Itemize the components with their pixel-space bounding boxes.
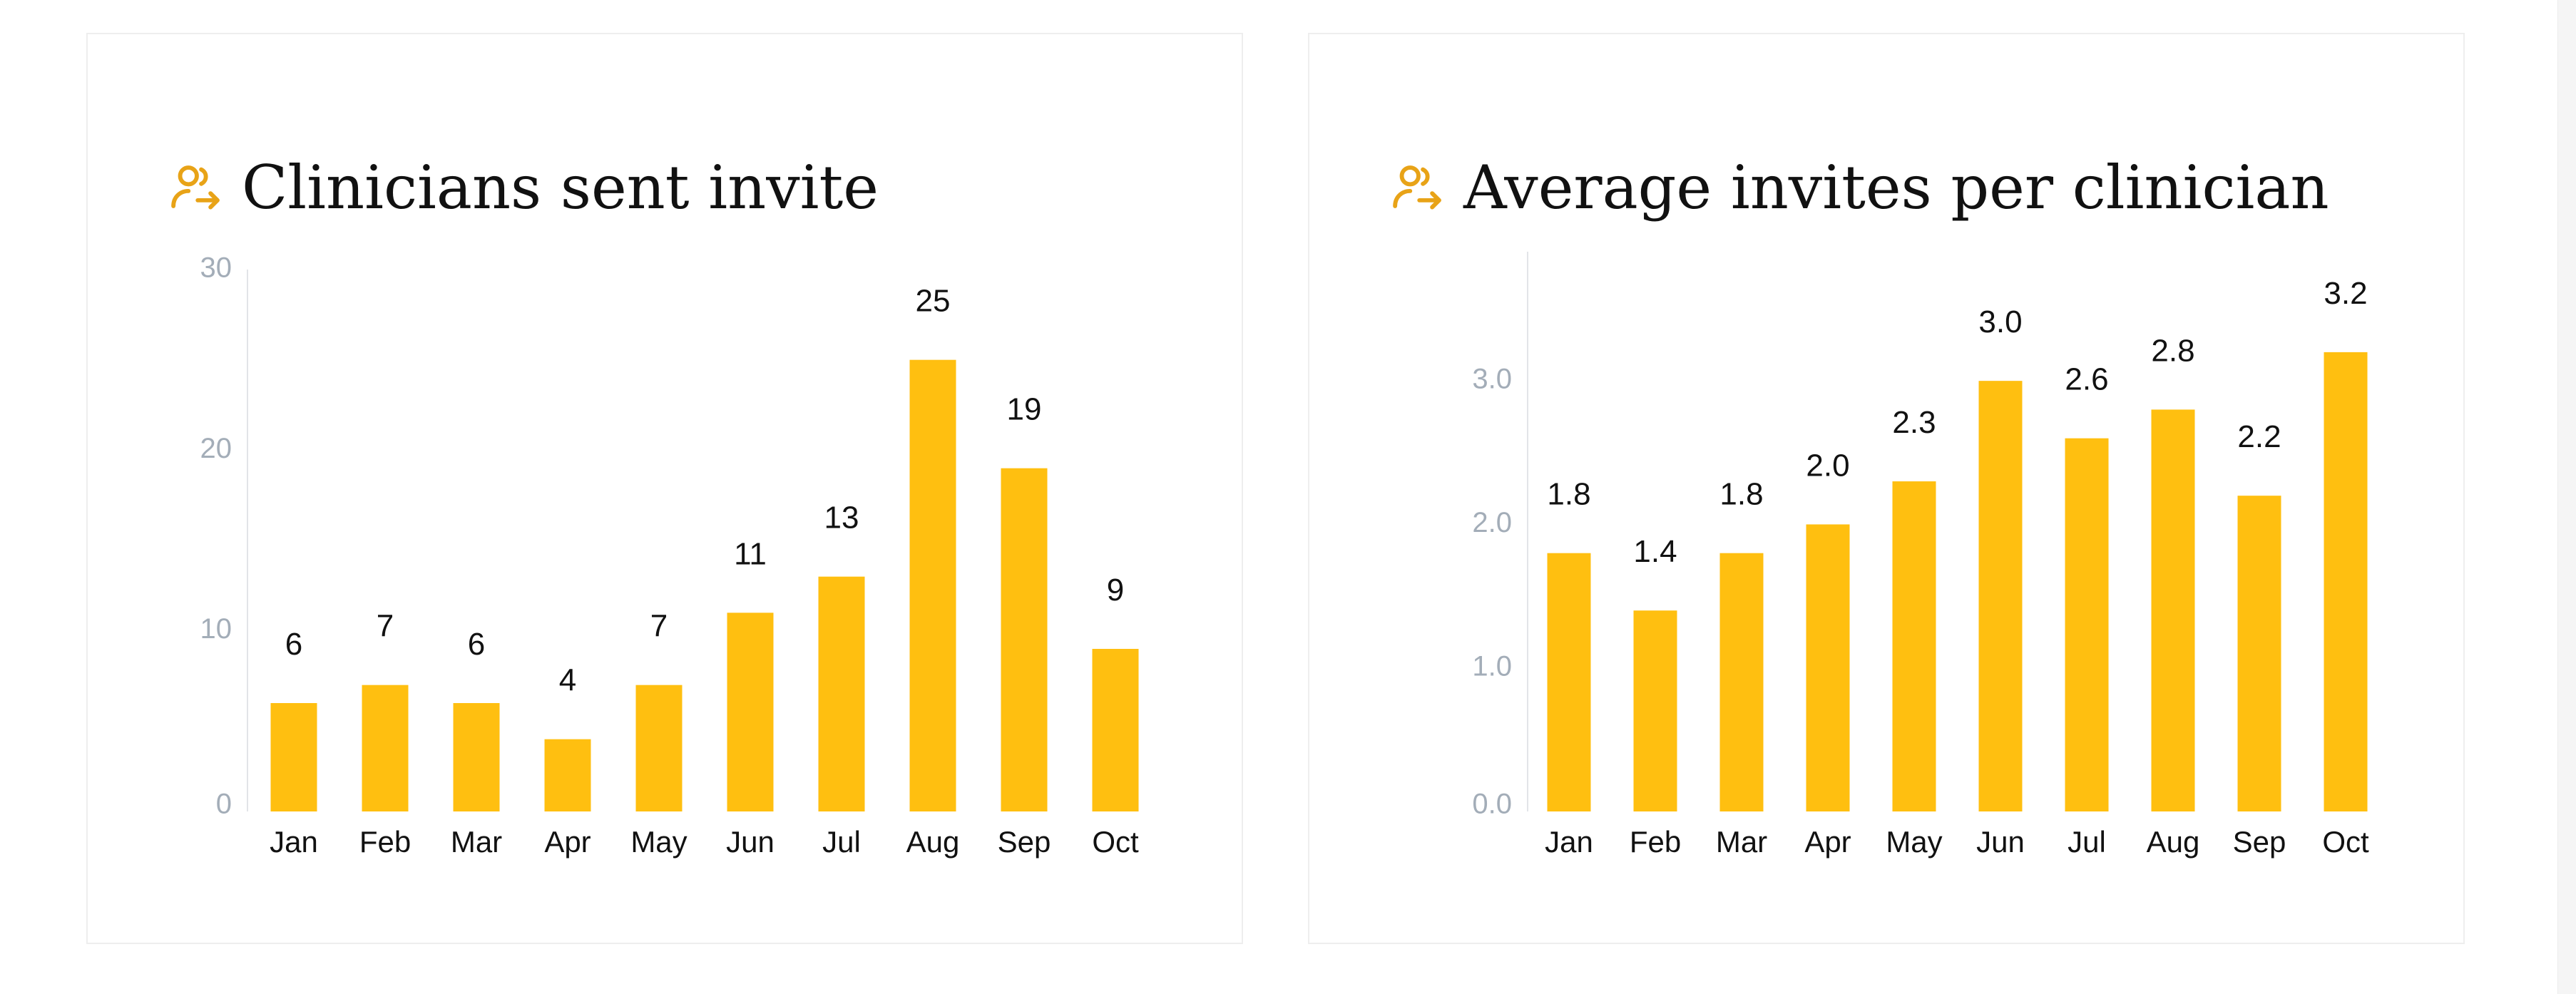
bar [362, 685, 409, 811]
data-label: 25 [916, 284, 951, 319]
x-tick-label: Jan [1545, 825, 1593, 859]
x-tick-label: Oct [2322, 825, 2369, 859]
y-tick-label: 0.0 [1472, 789, 1512, 820]
bar [1633, 610, 1677, 811]
card-title: Clinicians sent invite [242, 153, 879, 222]
bar [1001, 468, 1048, 811]
x-tick-label: Aug [2147, 825, 2200, 859]
data-label: 1.8 [1719, 477, 1763, 512]
bar [727, 613, 774, 811]
bar [453, 703, 500, 811]
data-label: 1.4 [1633, 534, 1677, 569]
data-label: 7 [377, 609, 394, 644]
scrollbar-track[interactable] [2557, 0, 2576, 994]
x-tick-label: Jul [822, 825, 861, 859]
x-tick-label: Jun [726, 825, 775, 859]
bar [818, 576, 865, 811]
data-label: 2.3 [1892, 405, 1936, 440]
x-tick-label: Jul [2068, 825, 2106, 859]
data-label: 6 [468, 627, 485, 662]
y-tick-label: 3.0 [1472, 364, 1512, 395]
data-label: 11 [734, 536, 767, 571]
bar [270, 703, 317, 811]
average-invites-chart: 0.0 1.0 2.0 3.0 1.8 Jan 1.4 Feb 1.8 Mar 2.0 Apr 2.3 M… [1472, 252, 2369, 859]
x-tick-label: Mar [451, 825, 502, 859]
x-tick-label: Oct [1092, 825, 1139, 859]
bar [1892, 481, 1936, 811]
data-label: 13 [824, 501, 859, 536]
bar [909, 359, 956, 812]
x-tick-label: May [1886, 825, 1942, 859]
y-tick-label: 30 [200, 252, 232, 284]
bar [1719, 553, 1764, 811]
y-tick-label: 1.0 [1472, 650, 1512, 682]
data-label: 4 [559, 663, 576, 698]
data-label: 2.2 [2237, 419, 2281, 454]
bar [1978, 381, 2023, 811]
x-tick-label: Feb [359, 825, 411, 859]
clinicians-sent-invite-chart: 0 10 20 30 6 Jan 7 Feb 6 Mar 4 Apr 7 May 11 Jun 13 Jul 25 A… [200, 252, 1139, 859]
x-tick-label: Feb [1630, 825, 1681, 859]
data-label: 7 [650, 609, 668, 644]
x-tick-label: Apr [544, 825, 591, 859]
bar [1806, 524, 1850, 811]
bar [2151, 409, 2195, 811]
bar [635, 685, 683, 811]
data-label: 2.6 [2065, 362, 2108, 397]
average-invites-card: Average invites per clinician 0.0 1.0 2.0 3… [1308, 33, 2465, 944]
data-label: 6 [285, 627, 302, 662]
y-tick-label: 0 [216, 789, 232, 820]
data-label: 19 [1007, 392, 1042, 427]
y-tick-label: 20 [200, 433, 232, 464]
data-label: 2.0 [1806, 448, 1849, 483]
data-label: 3.0 [1978, 304, 2022, 339]
bar [1547, 553, 1591, 811]
x-tick-label: Sep [998, 825, 1051, 859]
x-tick-label: Aug [906, 825, 960, 859]
bar [2324, 352, 2368, 811]
clinicians-sent-invite-card: Clinicians sent invite 0 10 20 30 6 Jan 7 Feb 6 M… [86, 33, 1243, 944]
card-title: Average invites per clinician [1463, 153, 2329, 222]
x-tick-label: Sep [2233, 825, 2286, 859]
user-send-icon [1389, 160, 1445, 215]
x-tick-label: Apr [1804, 825, 1851, 859]
bar [1092, 649, 1139, 811]
user-send-icon [168, 160, 223, 215]
data-label: 3.2 [2324, 276, 2367, 311]
y-tick-label: 2.0 [1472, 507, 1512, 538]
data-label: 1.8 [1547, 477, 1590, 512]
y-tick-label: 10 [200, 613, 232, 645]
bar [2065, 438, 2109, 811]
x-tick-label: Jan [270, 825, 318, 859]
data-label: 2.8 [2151, 333, 2194, 368]
x-tick-label: Mar [1716, 825, 1767, 859]
x-tick-label: May [630, 825, 687, 859]
x-tick-label: Jun [1976, 825, 2025, 859]
bar [2237, 496, 2281, 811]
bar [544, 739, 591, 811]
data-label: 9 [1107, 573, 1124, 608]
